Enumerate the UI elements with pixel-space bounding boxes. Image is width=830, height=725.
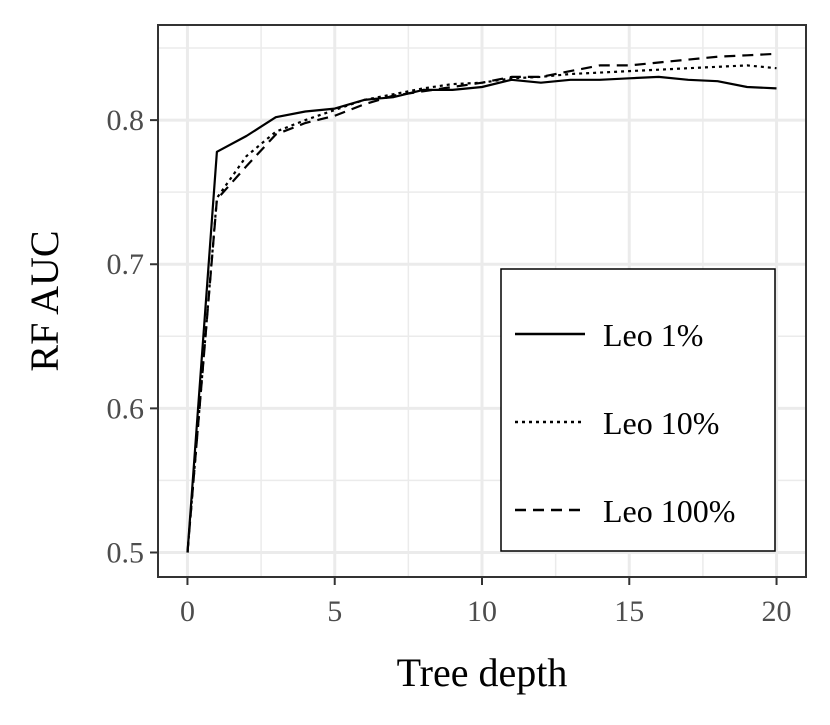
axis-ticks bbox=[150, 119, 778, 585]
y-tick-label: 0.7 bbox=[107, 248, 145, 281]
tick-labels: 0 5 10 15 20 0.5 0.6 0.7 0.8 bbox=[107, 104, 792, 628]
y-axis-title: RF AUC bbox=[22, 230, 67, 371]
major-grid bbox=[158, 25, 806, 577]
legend-box bbox=[500, 268, 776, 552]
x-tick-label: 0 bbox=[180, 595, 195, 628]
series-line-leo-100 bbox=[186, 52, 777, 553]
legend-label-leo-100: Leo 100% bbox=[603, 493, 735, 529]
x-tick-label: 5 bbox=[327, 595, 342, 628]
x-axis-title: Tree depth bbox=[397, 650, 568, 695]
legend-label-leo-10: Leo 10% bbox=[603, 405, 719, 441]
series-layer bbox=[186, 52, 777, 553]
y-tick-label: 0.5 bbox=[107, 536, 145, 569]
legend-label-leo-1: Leo 1% bbox=[603, 317, 703, 353]
x-tick-label: 15 bbox=[614, 595, 644, 628]
x-tick-label: 10 bbox=[467, 595, 497, 628]
legend: Leo 1% Leo 10% Leo 100% bbox=[500, 268, 776, 552]
series-line-leo-1 bbox=[186, 75, 777, 553]
y-tick-label: 0.8 bbox=[107, 104, 145, 137]
y-tick-label: 0.6 bbox=[107, 392, 145, 425]
x-tick-label: 20 bbox=[762, 595, 792, 628]
